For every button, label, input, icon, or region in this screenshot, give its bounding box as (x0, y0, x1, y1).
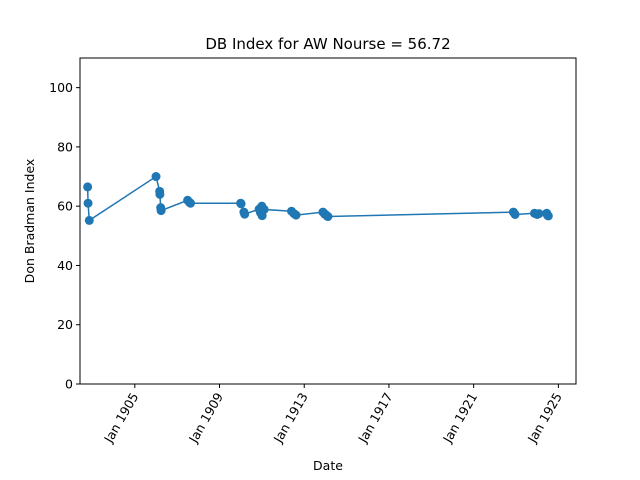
data-point (186, 198, 196, 208)
y-tick-label: 40 (57, 258, 73, 273)
data-point (84, 215, 94, 225)
data-point (236, 199, 246, 209)
y-axis: 0 20 40 60 80 100 (49, 80, 80, 392)
data-point (259, 204, 269, 214)
chart-title: DB Index for AW Nourse = 56.72 (205, 35, 450, 53)
y-tick-label: 80 (57, 139, 73, 154)
x-axis-label: Date (313, 458, 343, 473)
data-point (156, 206, 166, 216)
data-point (83, 198, 93, 208)
data-point (323, 212, 333, 222)
data-point (83, 182, 93, 192)
y-tick-label: 100 (49, 80, 73, 95)
data-point (151, 172, 161, 182)
y-tick-label: 20 (57, 317, 73, 332)
data-point (155, 189, 165, 199)
data-point (240, 209, 250, 219)
y-tick-label: 60 (57, 199, 73, 214)
y-tick-label: 0 (65, 377, 73, 392)
data-point (291, 210, 301, 220)
data-point (534, 209, 544, 219)
data-point (543, 211, 553, 221)
data-point (510, 209, 520, 219)
y-axis-label: Don Bradman Index (22, 159, 37, 284)
series-points (83, 172, 553, 225)
